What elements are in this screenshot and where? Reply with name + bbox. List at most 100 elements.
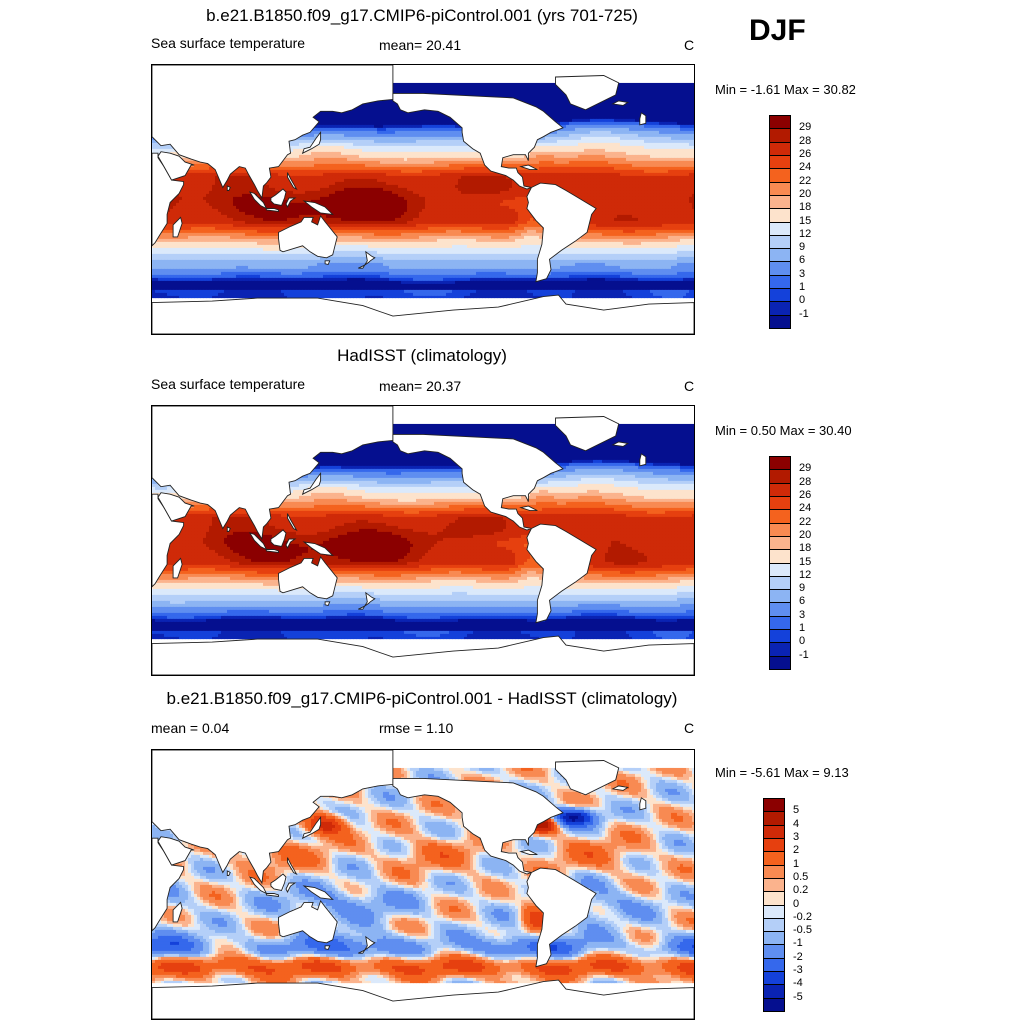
field-cell	[359, 115, 363, 120]
field-cell	[644, 139, 648, 144]
field-cell	[689, 124, 693, 129]
field-cell	[323, 148, 327, 153]
field-cell	[338, 139, 342, 144]
field-cell	[563, 133, 567, 138]
field-cell	[653, 103, 657, 108]
field-cell	[644, 97, 648, 102]
field-cell	[347, 124, 351, 129]
field-cell	[626, 154, 630, 159]
field-cell	[401, 88, 405, 93]
field-cell	[470, 88, 474, 93]
field-cell	[566, 127, 570, 132]
field-cell	[344, 130, 348, 135]
field-cell	[656, 121, 660, 126]
field-cell	[338, 151, 342, 156]
field-cell	[644, 157, 648, 162]
field-cell	[677, 142, 681, 147]
field-cell	[506, 82, 510, 87]
field-cell	[323, 157, 327, 162]
field-cell	[362, 127, 366, 132]
field-cell	[386, 136, 390, 141]
field-cell	[416, 127, 420, 132]
field-cell	[350, 154, 354, 159]
field-cell	[620, 133, 624, 138]
field-cell	[416, 139, 420, 144]
field-cell	[584, 133, 588, 138]
field-cell	[341, 139, 345, 144]
field-cell	[353, 139, 357, 144]
field-cell	[581, 115, 585, 120]
field-cell	[662, 103, 666, 108]
field-cell	[617, 118, 621, 123]
field-cell	[404, 85, 408, 90]
field-cell	[518, 94, 522, 99]
field-cell	[671, 88, 675, 93]
field-cell	[557, 130, 561, 135]
field-cell	[386, 154, 390, 159]
field-cell	[455, 91, 459, 96]
field-cell	[440, 88, 444, 93]
field-cell	[392, 112, 396, 117]
field-cell	[530, 85, 534, 90]
field-cell	[305, 154, 309, 159]
field-cell	[680, 142, 684, 147]
field-cell	[350, 112, 354, 117]
field-cell	[581, 118, 585, 123]
field-cell	[395, 88, 399, 93]
field-cell	[542, 85, 546, 90]
field-cell	[668, 124, 672, 129]
field-cell	[407, 139, 411, 144]
field-cell	[440, 82, 444, 87]
field-cell	[521, 97, 525, 102]
field-cell	[611, 151, 615, 156]
field-cell	[563, 154, 567, 159]
field-cell	[548, 100, 552, 105]
field-cell	[560, 136, 564, 141]
field-cell	[410, 160, 414, 165]
field-cell	[392, 82, 396, 87]
field-cell	[590, 127, 594, 132]
field-cell	[335, 145, 339, 150]
field-cell	[380, 112, 384, 117]
field-cell	[410, 118, 414, 123]
field-cell	[380, 106, 384, 111]
field-cell	[659, 130, 663, 135]
field-cell	[473, 148, 477, 153]
field-cell	[446, 148, 450, 153]
field-cell	[362, 136, 366, 141]
field-cell	[455, 127, 459, 132]
field-cell	[395, 115, 399, 120]
field-cell	[608, 154, 612, 159]
field-cell	[611, 142, 615, 147]
field-cell	[422, 130, 426, 135]
field-cell	[389, 112, 393, 117]
field-cell	[431, 160, 435, 165]
field-cell	[443, 160, 447, 165]
field-cell	[332, 124, 336, 129]
field-cell	[563, 115, 567, 120]
field-cell	[329, 157, 333, 162]
field-cell	[668, 151, 672, 156]
field-cell	[386, 133, 390, 138]
field-cell	[596, 127, 600, 132]
field-cell	[659, 91, 663, 96]
field-cell	[416, 142, 420, 147]
field-cell	[566, 151, 570, 156]
field-cell	[563, 145, 567, 150]
field-cell	[329, 148, 333, 153]
field-cell	[692, 88, 694, 93]
field-cell	[557, 88, 561, 93]
field-cell	[461, 154, 465, 159]
field-cell	[638, 88, 642, 93]
field-cell	[431, 127, 435, 132]
field-cell	[677, 91, 681, 96]
field-cell	[509, 88, 513, 93]
field-cell	[458, 151, 462, 156]
field-cell	[413, 136, 417, 141]
field-cell	[593, 157, 597, 162]
field-cell	[614, 133, 618, 138]
field-cell	[335, 154, 339, 159]
field-cell	[611, 124, 615, 129]
field-cell	[386, 109, 390, 114]
field-cell	[596, 112, 600, 117]
